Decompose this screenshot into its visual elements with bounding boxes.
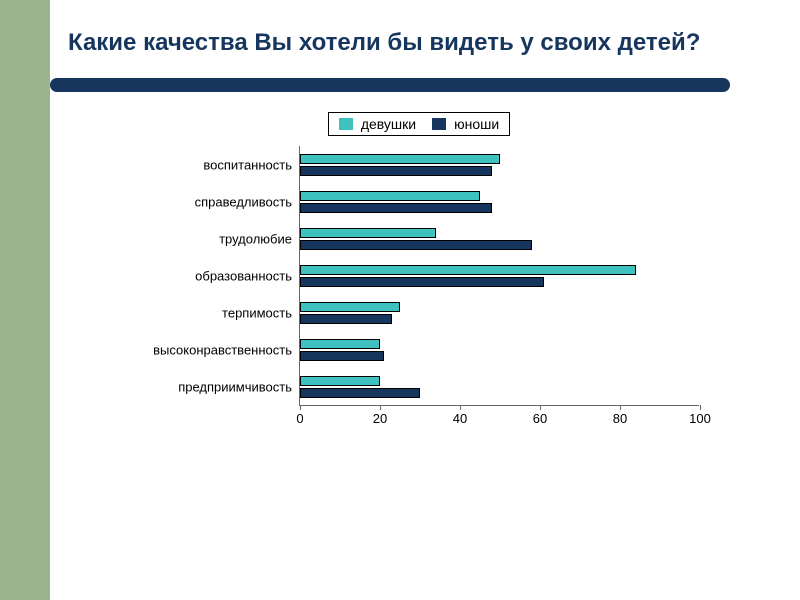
chart-container: девушки юноши 020406080100воспитанностьс… [68, 112, 770, 406]
chart-row: терпимость [300, 295, 699, 332]
x-tick-label: 60 [533, 411, 547, 426]
chart: 020406080100воспитанностьсправедливостьт… [299, 146, 699, 406]
x-tick-label: 40 [453, 411, 467, 426]
chart-row: трудолюбие [300, 220, 699, 257]
category-label: трудолюбие [219, 231, 300, 246]
category-label: образованность [195, 268, 300, 283]
title-rule-bar [50, 78, 730, 92]
chart-row: справедливость [300, 183, 699, 220]
slide-main: Какие качества Вы хотели бы видеть у сво… [50, 0, 800, 600]
x-tick-label: 0 [296, 411, 303, 426]
bar-series-1 [300, 351, 384, 361]
bar-series-0 [300, 376, 380, 386]
category-label: высоконравственность [153, 343, 300, 358]
slide-title: Какие качества Вы хотели бы видеть у сво… [68, 28, 770, 58]
legend-swatch-0 [339, 118, 353, 130]
bar-series-1 [300, 388, 420, 398]
category-label: воспитанность [203, 157, 300, 172]
bar-series-1 [300, 314, 392, 324]
legend-swatch-1 [432, 118, 446, 130]
chart-row: воспитанность [300, 146, 699, 183]
x-tick-label: 100 [689, 411, 711, 426]
category-label: предприимчивость [178, 380, 300, 395]
bar-series-0 [300, 154, 500, 164]
bar-series-1 [300, 203, 492, 213]
chart-row: образованность [300, 257, 699, 294]
title-rule [68, 78, 770, 92]
chart-row: предприимчивость [300, 369, 699, 406]
sidebar-accent [0, 0, 50, 600]
bar-series-0 [300, 339, 380, 349]
bar-series-0 [300, 302, 400, 312]
chart-row: высоконравственность [300, 332, 699, 369]
bar-series-0 [300, 228, 436, 238]
legend-label-1: юноши [454, 116, 499, 132]
chart-legend: девушки юноши [328, 112, 510, 136]
category-label: терпимость [222, 306, 300, 321]
bar-series-1 [300, 240, 532, 250]
bar-series-0 [300, 191, 480, 201]
category-label: справедливость [195, 194, 300, 209]
x-tick-label: 80 [613, 411, 627, 426]
plot-area: 020406080100воспитанностьсправедливостьт… [299, 146, 699, 406]
bar-series-1 [300, 166, 492, 176]
bar-series-1 [300, 277, 544, 287]
bar-series-0 [300, 265, 636, 275]
x-tick-label: 20 [373, 411, 387, 426]
legend-label-0: девушки [361, 116, 416, 132]
